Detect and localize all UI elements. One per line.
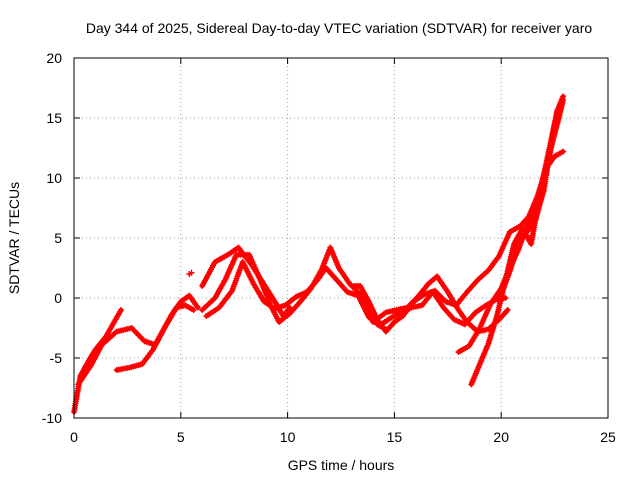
x-tick-label: 0 [70,429,78,445]
axis-ticks: 0 5 10 15 20 25 -10 -5 0 5 10 15 20 [42,50,616,445]
series-track-e [199,244,389,333]
isolated-point [188,269,195,276]
y-tick-label: 5 [54,230,62,246]
series-track-a [71,307,124,415]
y-tick-label: -10 [42,410,62,426]
x-tick-label: 20 [493,429,509,445]
data-series [71,93,567,415]
x-tick-label: 10 [280,429,296,445]
y-tick-label: 0 [54,290,62,306]
y-tick-label: 10 [46,170,62,186]
x-tick-label: 5 [177,429,185,445]
y-tick-label: -5 [50,350,63,366]
x-axis-label: GPS time / hours [288,457,395,473]
chart-title: Day 344 of 2025, Sidereal Day-to-day VTE… [86,20,592,36]
series-markers [75,302,197,388]
y-axis-label: SDTVAR / TECUs [6,182,22,294]
series-band [76,302,196,387]
series-markers [113,292,201,373]
series-track-c [113,292,201,373]
y-tick-label: 15 [46,110,62,126]
series-track-b [75,302,197,388]
grid-lines [74,58,608,418]
x-tick-label: 15 [387,429,403,445]
x-tick-label: 25 [600,429,616,445]
series-markers [71,307,124,415]
y-tick-label: 20 [46,50,62,66]
series-markers [498,93,567,298]
series-track-k [498,93,567,298]
